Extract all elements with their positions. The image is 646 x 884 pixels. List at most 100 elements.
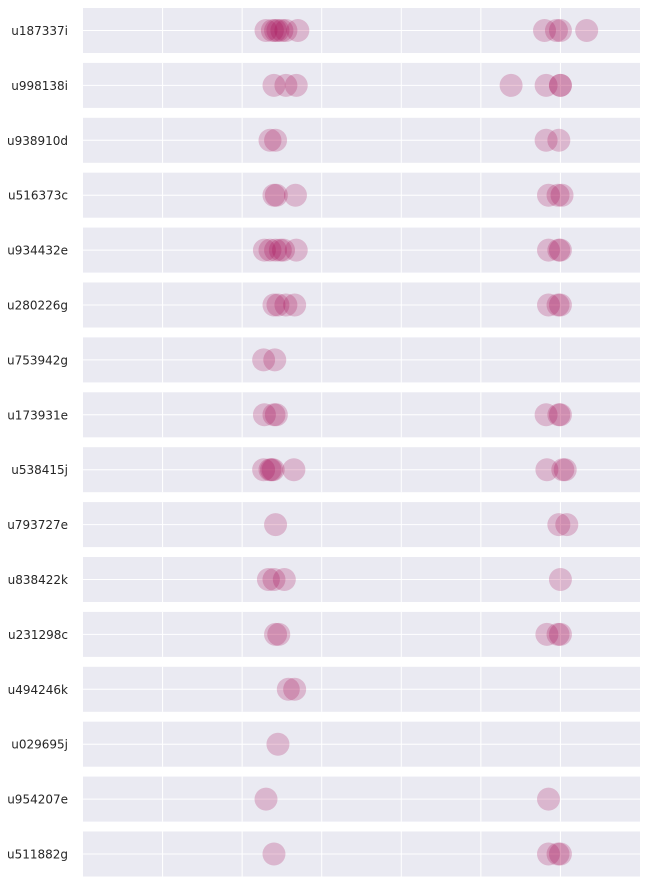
data-point bbox=[262, 73, 286, 97]
data-point bbox=[270, 19, 294, 42]
data-point bbox=[266, 732, 290, 756]
data-point bbox=[283, 293, 307, 317]
row-panel-u998138i: u998138i bbox=[11, 62, 640, 108]
row-panel-u516373c: u516373c bbox=[8, 172, 640, 218]
data-point bbox=[283, 183, 307, 207]
row-panel-u029695j: u029695j bbox=[11, 721, 640, 767]
data-point bbox=[551, 458, 575, 482]
row-label: u173931e bbox=[7, 408, 68, 422]
row-panel-u753942g: u753942g bbox=[7, 337, 640, 383]
data-point bbox=[263, 348, 287, 372]
data-point bbox=[547, 403, 571, 427]
data-point bbox=[533, 19, 557, 42]
row-panel-u838422k: u838422k bbox=[8, 557, 640, 602]
data-point bbox=[575, 19, 599, 42]
data-point bbox=[262, 403, 286, 427]
row-panel-u494246k: u494246k bbox=[8, 666, 640, 712]
data-point bbox=[499, 73, 523, 97]
data-point bbox=[547, 128, 571, 152]
data-point bbox=[264, 238, 288, 262]
data-point bbox=[550, 183, 574, 207]
data-point bbox=[284, 73, 308, 97]
row-panel-u938910d: u938910d bbox=[7, 117, 640, 163]
row-panel-u173931e: u173931e bbox=[7, 392, 640, 438]
data-point bbox=[534, 403, 558, 427]
row-label: u934432e bbox=[7, 244, 68, 258]
data-point bbox=[252, 238, 276, 262]
data-point bbox=[264, 128, 288, 152]
data-point bbox=[548, 73, 572, 97]
data-point bbox=[284, 238, 308, 262]
row-panel-u538415j: u538415j bbox=[11, 447, 640, 493]
data-point bbox=[548, 238, 572, 262]
data-point bbox=[548, 403, 572, 427]
data-point bbox=[262, 183, 286, 207]
data-point bbox=[548, 842, 572, 866]
row-panel-u280226g: u280226g bbox=[7, 282, 640, 328]
data-point bbox=[264, 403, 288, 427]
row-label: u954207e bbox=[7, 793, 68, 807]
row-panel-u231298c: u231298c bbox=[8, 611, 640, 657]
data-point bbox=[272, 568, 296, 591]
data-point bbox=[544, 19, 568, 42]
data-point bbox=[546, 622, 570, 646]
data-point bbox=[276, 677, 300, 701]
data-point bbox=[546, 842, 570, 866]
row-label: u231298c bbox=[8, 628, 68, 642]
row-label: u029695j bbox=[11, 738, 68, 752]
row-label: u998138i bbox=[11, 79, 68, 93]
data-point bbox=[536, 238, 560, 262]
data-point bbox=[548, 19, 572, 42]
data-point bbox=[254, 787, 278, 811]
data-point bbox=[536, 787, 560, 811]
data-point bbox=[258, 128, 282, 152]
data-point bbox=[272, 238, 296, 262]
row-label: u793727e bbox=[7, 518, 68, 532]
row-panel-u793727e: u793727e bbox=[7, 502, 640, 548]
data-point bbox=[262, 568, 286, 591]
data-point bbox=[535, 458, 559, 482]
data-point bbox=[548, 73, 572, 97]
data-point bbox=[261, 458, 285, 482]
data-point bbox=[534, 73, 558, 97]
data-point bbox=[264, 622, 288, 646]
data-point bbox=[256, 568, 280, 591]
data-point bbox=[258, 238, 282, 262]
row-label: u753942g bbox=[7, 353, 68, 367]
data-point bbox=[274, 293, 298, 317]
data-point bbox=[536, 183, 560, 207]
data-point bbox=[267, 622, 291, 646]
row-label: u938910d bbox=[7, 134, 68, 148]
data-point bbox=[262, 842, 286, 866]
row-label: u511882g bbox=[7, 848, 68, 862]
data-point bbox=[283, 677, 307, 701]
data-point bbox=[262, 293, 286, 317]
data-point bbox=[274, 19, 298, 42]
data-point bbox=[252, 403, 276, 427]
row-label: u280226g bbox=[7, 299, 68, 313]
data-point bbox=[548, 568, 572, 591]
data-point bbox=[264, 183, 288, 207]
row-panel-u187337i: u187337i bbox=[11, 8, 640, 53]
data-point bbox=[252, 348, 276, 372]
data-point bbox=[546, 183, 570, 207]
data-point bbox=[536, 842, 560, 866]
data-point bbox=[268, 238, 292, 262]
data-point bbox=[264, 513, 288, 537]
data-point bbox=[254, 19, 278, 42]
row-panel-u954207e: u954207e bbox=[7, 776, 640, 822]
data-point bbox=[274, 73, 298, 97]
data-point bbox=[546, 293, 570, 317]
data-point bbox=[534, 128, 558, 152]
data-point bbox=[266, 19, 290, 42]
data-point bbox=[555, 513, 579, 537]
data-point bbox=[258, 458, 282, 482]
data-point bbox=[535, 622, 559, 646]
row-label: u838422k bbox=[8, 573, 68, 587]
data-point bbox=[286, 19, 310, 42]
data-point bbox=[548, 293, 572, 317]
data-point bbox=[266, 293, 290, 317]
data-point bbox=[547, 238, 571, 262]
data-point bbox=[553, 458, 577, 482]
data-point bbox=[547, 513, 571, 537]
